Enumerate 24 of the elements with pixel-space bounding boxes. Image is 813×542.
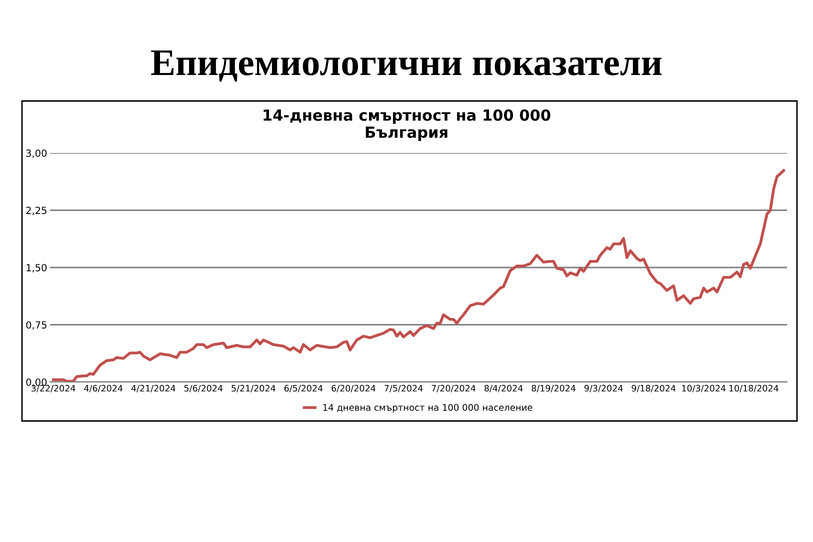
x-tick-label: 9/18/2024	[632, 384, 676, 392]
chart-subtitle: 14-дневна смъртност на 100 000 България	[264, 109, 550, 141]
x-tick-label: 8/19/2024	[532, 384, 576, 392]
x-tick-label: 7/5/2024	[384, 384, 423, 392]
x-tick-label: 10/18/2024	[729, 384, 778, 392]
y-tick-label: 2,25	[26, 206, 46, 216]
y-tick-label: 0,00	[26, 378, 47, 387]
x-tick-label: 3/22/2024	[32, 384, 76, 392]
y-tick-label: 3,00	[26, 149, 47, 158]
y-tick-label: 0,75	[26, 321, 46, 330]
line-series	[52, 169, 786, 382]
x-tick-label: 4/21/2024	[131, 384, 176, 392]
x-tick-label: 5/6/2024	[184, 384, 223, 392]
x-tick-label: 9/3/2024	[584, 384, 623, 392]
y-tick-label: 1,50	[26, 264, 47, 272]
x-tick-label: 4/6/2024	[84, 384, 123, 392]
legend-label: 14 дневна смъртност на 100 000 население	[323, 404, 532, 413]
x-tick-label: 6/5/2024	[284, 384, 323, 392]
x-tick-label: 8/4/2024	[484, 384, 523, 392]
x-tick-label: 5/21/2024	[232, 384, 276, 392]
x-tick-label: 7/20/2024	[432, 384, 476, 392]
x-tick-label: 6/20/2024	[332, 384, 376, 392]
chart-title: Епидемиологични показатели	[151, 50, 662, 82]
x-tick-label: 10/3/2024	[682, 384, 726, 392]
